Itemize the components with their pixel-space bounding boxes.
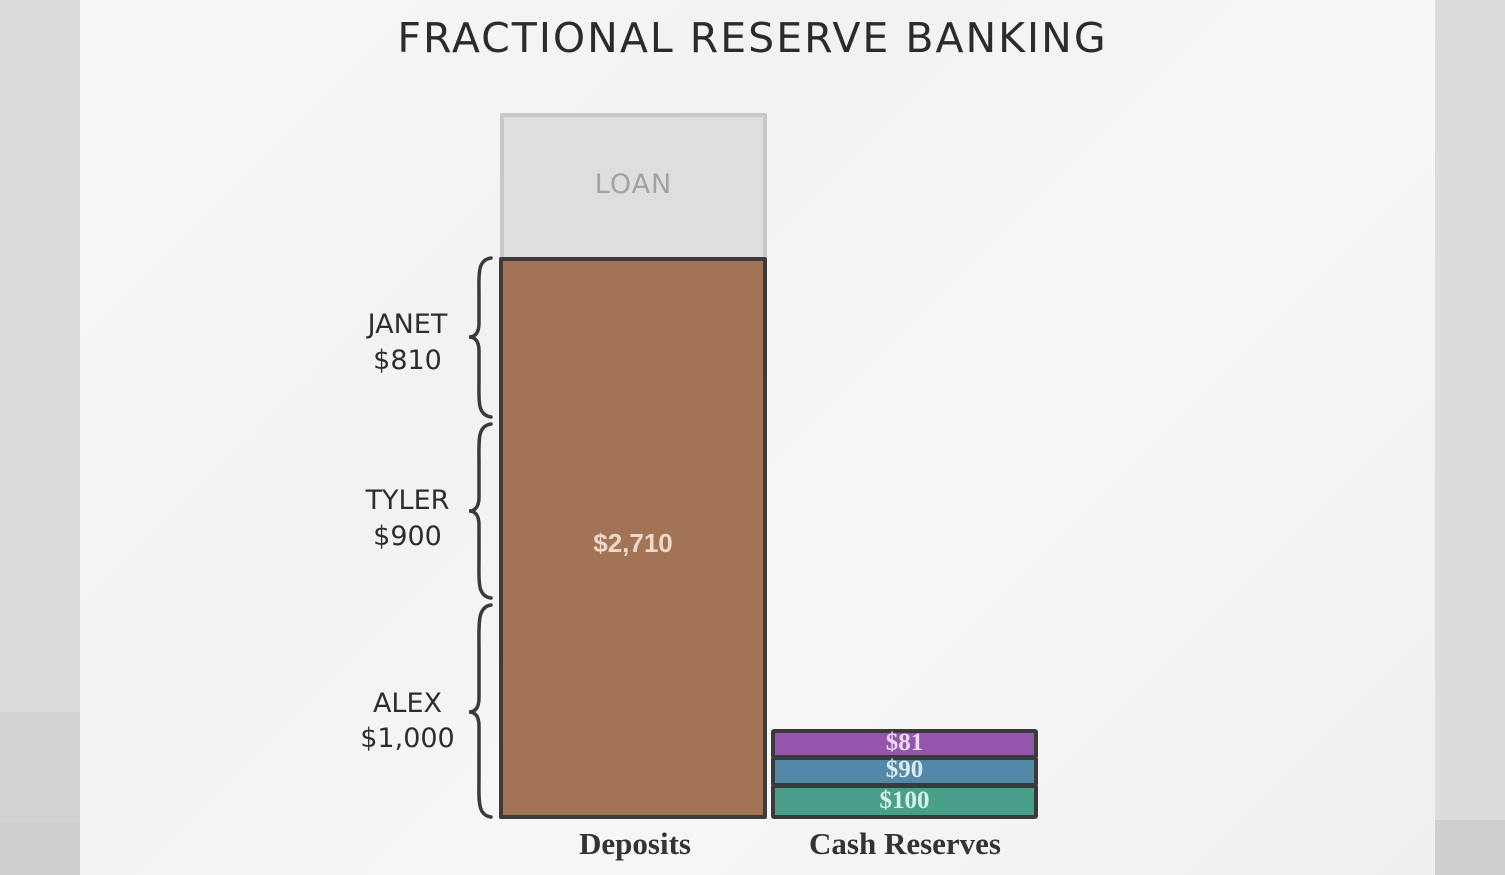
tyler-amount-label: $900 (373, 521, 442, 552)
x-tick-deposits: Deposits (579, 826, 691, 861)
janet-amount-label: $810 (373, 345, 442, 376)
tyler-name-label: TYLER (365, 485, 450, 516)
deposits-total-label: $2,710 (593, 528, 673, 558)
reserve-bar-90: $90 (771, 756, 1038, 787)
tyler-brace (468, 422, 493, 600)
reserve-bar-81: $81 (771, 729, 1038, 759)
alex-name-label: ALEX (372, 688, 443, 719)
deposits-bar: $2,710 (499, 257, 767, 819)
right-pillar (1435, 0, 1505, 875)
loan-bar: LOAN (500, 113, 767, 259)
janet-name-label: JANET (367, 309, 448, 340)
janet-brace (468, 256, 493, 419)
loan-label: LOAN (594, 169, 673, 200)
reserve-bar-100: $100 (771, 784, 1038, 819)
alex-amount-label: $1,000 (360, 723, 455, 754)
x-tick-cash-reserves: Cash Reserves (809, 826, 1001, 861)
chart-title: FRACTIONAL RESERVE BANKING (397, 14, 1108, 62)
alex-brace (468, 603, 493, 819)
